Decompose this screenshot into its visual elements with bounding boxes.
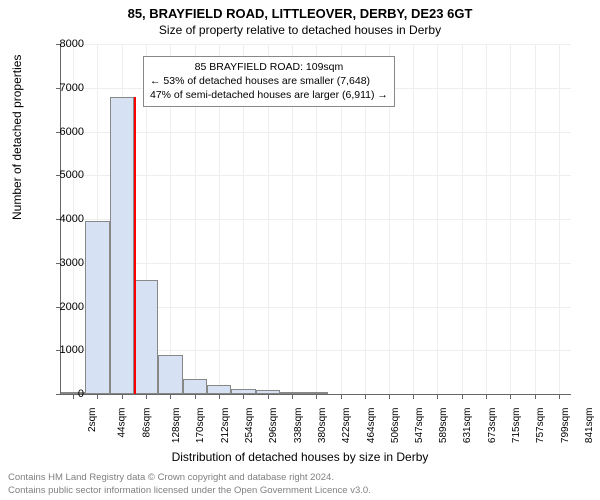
property-marker-line (134, 97, 136, 395)
xtick-mark (316, 394, 317, 399)
xtick-mark (292, 394, 293, 399)
annotation-line3: 47% of semi-detached houses are larger (… (150, 88, 388, 102)
x-axis-label: Distribution of detached houses by size … (0, 450, 600, 464)
xtick-label: 547sqm (414, 408, 425, 444)
ytick-label: 5000 (44, 169, 84, 181)
chart-plot-area: 85 BRAYFIELD ROAD: 109sqm ← 53% of detac… (60, 44, 570, 394)
xtick-label: 128sqm (171, 408, 182, 444)
histogram-bar (85, 221, 109, 394)
xtick-mark (510, 394, 511, 399)
annotation-box: 85 BRAYFIELD ROAD: 109sqm ← 53% of detac… (143, 56, 395, 107)
annotation-line2: ← 53% of detached houses are smaller (7,… (150, 74, 388, 88)
xtick-mark (146, 394, 147, 399)
xtick-mark (268, 394, 269, 399)
histogram-bar (183, 379, 207, 394)
xtick-label: 170sqm (195, 408, 206, 444)
xtick-label: 254sqm (244, 408, 255, 444)
xtick-mark (170, 394, 171, 399)
gridline-v (535, 44, 536, 394)
chart-title-address: 85, BRAYFIELD ROAD, LITTLEOVER, DERBY, D… (0, 0, 600, 21)
histogram-bar (256, 390, 280, 394)
xtick-mark (413, 394, 414, 399)
xtick-label: 799sqm (560, 408, 571, 444)
gridline-v (437, 44, 438, 394)
xtick-mark (365, 394, 366, 399)
xtick-label: 86sqm (141, 408, 152, 438)
xtick-label: 715sqm (511, 408, 522, 444)
xtick-label: 380sqm (317, 408, 328, 444)
ytick-label: 2000 (44, 301, 84, 313)
footer-line2: Contains public sector information licen… (8, 485, 371, 497)
ytick-label: 4000 (44, 213, 84, 225)
histogram-bar (207, 385, 231, 394)
histogram-bar (231, 389, 255, 394)
histogram-bar (304, 392, 328, 394)
xtick-label: 422sqm (341, 408, 352, 444)
xtick-label: 338sqm (293, 408, 304, 444)
ytick-label: 8000 (44, 38, 84, 50)
gridline-v (510, 44, 511, 394)
xtick-mark (195, 394, 196, 399)
histogram-bar (134, 280, 158, 394)
histogram-bar (110, 97, 134, 395)
histogram-bar (280, 392, 304, 394)
ytick-label: 7000 (44, 82, 84, 94)
footer-line1: Contains HM Land Registry data © Crown c… (8, 472, 371, 484)
annotation-line1: 85 BRAYFIELD ROAD: 109sqm (150, 60, 388, 74)
xtick-label: 631sqm (462, 408, 473, 444)
gridline-v (462, 44, 463, 394)
footer-attribution: Contains HM Land Registry data © Crown c… (8, 472, 371, 497)
ytick-label: 6000 (44, 126, 84, 138)
xtick-label: 757sqm (535, 408, 546, 444)
ytick-label: 1000 (44, 344, 84, 356)
xtick-mark (535, 394, 536, 399)
xtick-label: 841sqm (584, 408, 595, 444)
xtick-mark (341, 394, 342, 399)
xtick-mark (437, 394, 438, 399)
xtick-mark (559, 394, 560, 399)
xtick-label: 673sqm (487, 408, 498, 444)
xtick-mark (486, 394, 487, 399)
chart-subtitle: Size of property relative to detached ho… (0, 21, 600, 37)
gridline-v (413, 44, 414, 394)
gridline-v (486, 44, 487, 394)
gridline-v (559, 44, 560, 394)
ytick-label: 0 (44, 388, 84, 400)
histogram-bar (158, 355, 182, 394)
ytick-label: 3000 (44, 257, 84, 269)
xtick-label: 212sqm (220, 408, 231, 444)
xtick-label: 296sqm (268, 408, 279, 444)
xtick-label: 44sqm (117, 408, 128, 438)
xtick-label: 2sqm (87, 408, 98, 432)
xtick-label: 464sqm (366, 408, 377, 444)
xtick-mark (97, 394, 98, 399)
xtick-mark (243, 394, 244, 399)
xtick-mark (122, 394, 123, 399)
xtick-mark (389, 394, 390, 399)
xtick-label: 506sqm (390, 408, 401, 444)
xtick-mark (462, 394, 463, 399)
xtick-mark (219, 394, 220, 399)
y-axis-label: Number of detached properties (10, 55, 24, 220)
xtick-label: 589sqm (438, 408, 449, 444)
